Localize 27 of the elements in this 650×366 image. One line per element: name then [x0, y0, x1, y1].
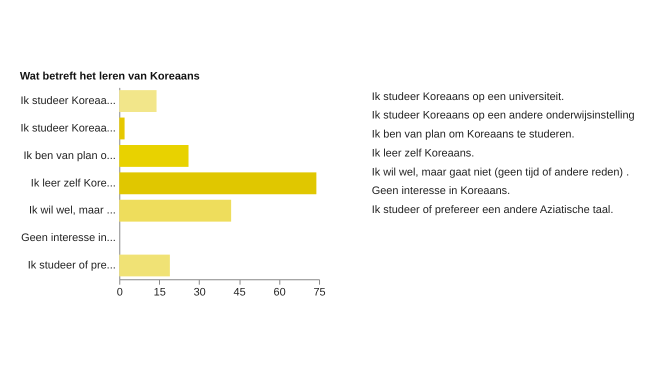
text: Ik leer zelf Koreaans.	[372, 147, 474, 160]
y-tick-label: Geen interesse in...	[21, 232, 116, 244]
x-tick-label: 60	[274, 286, 286, 299]
chart-title: Wat betreft het leren van Koreaans	[20, 70, 200, 82]
y-tick-label: Ik studeer of pre...	[28, 259, 116, 272]
y-tick-label: Ik ben van plan o...	[23, 150, 116, 162]
y-tick-label: Ik wil wel, maar ...	[28, 204, 116, 217]
bar	[119, 254, 170, 276]
bar	[119, 144, 189, 167]
text: Ik ben van plan om Koreaans te studeren.	[372, 128, 575, 141]
text: Geen interesse in Koreaans.	[372, 185, 510, 198]
bar	[119, 172, 316, 194]
text: Ik studeer Koreaans op een andere onderwijsinstelling	[372, 110, 635, 122]
x-tick-label: 15	[154, 286, 166, 299]
bar	[119, 90, 157, 112]
y-tick-label: Ik studeer Koreaa...	[20, 95, 116, 108]
y-tick-label: Ik leer zelf Kore...	[30, 177, 116, 190]
text: Ik wil wel, maar gaat niet (geen tijd of andere reden) .	[372, 166, 630, 178]
bar	[119, 200, 232, 222]
y-tick-label: Ik studeer Koreaa...	[20, 122, 116, 134]
text: Ik studeer Koreaans op een universiteit.	[372, 90, 564, 103]
x-tick-label: 75	[313, 286, 326, 299]
x-tick-label: 0	[116, 286, 123, 299]
text: Ik studeer of prefereer een andere Aziatische taal.	[372, 204, 614, 216]
x-tick-label: 30	[194, 286, 206, 299]
x-tick-label: 45	[234, 286, 246, 299]
bar	[119, 118, 125, 140]
